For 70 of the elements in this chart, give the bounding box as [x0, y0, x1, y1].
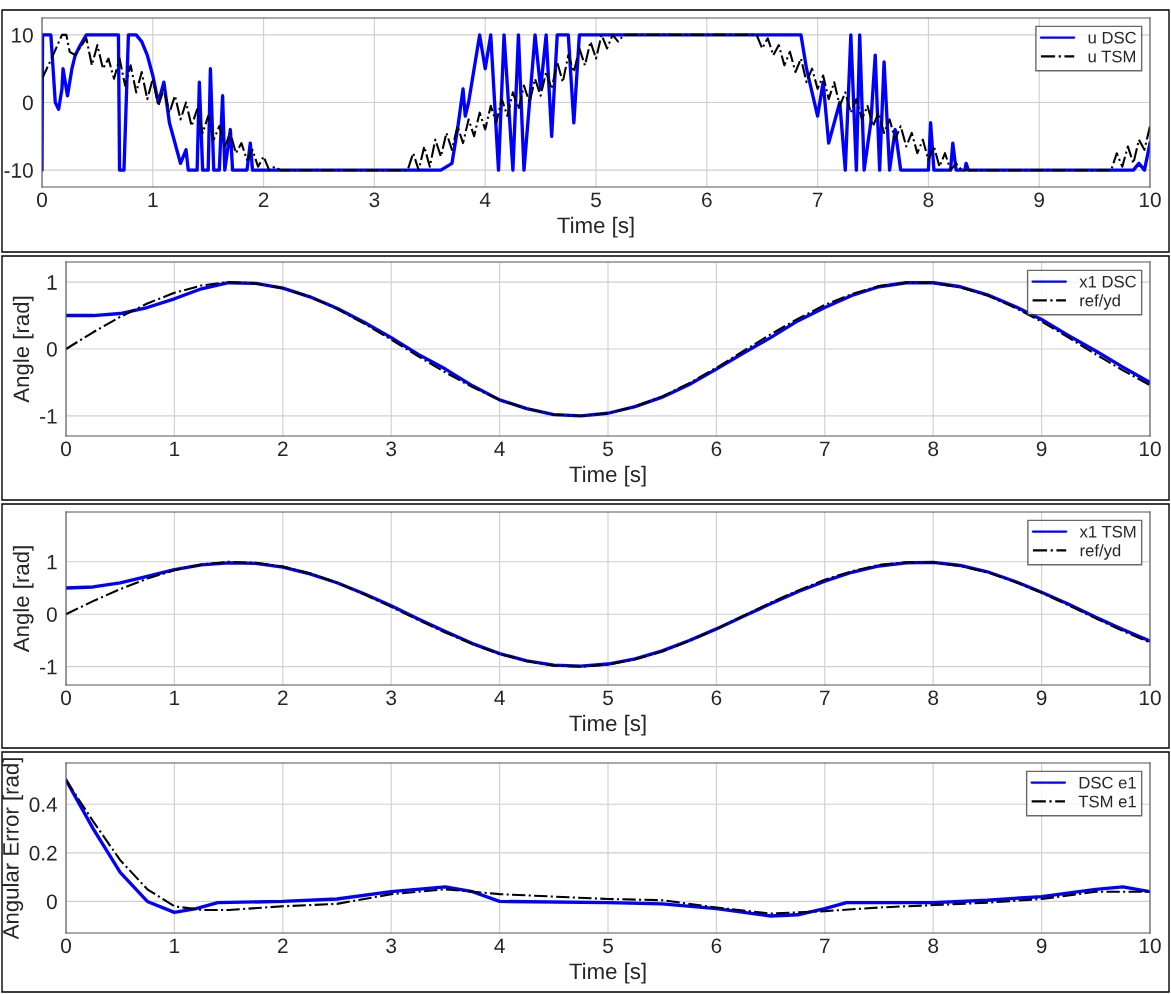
- x-tick-label: 0: [61, 441, 71, 457]
- x-tick-label: 4: [494, 441, 505, 456]
- y-tick-label: 1: [47, 555, 57, 570]
- x-tick-label: 5: [603, 690, 613, 706]
- legend-label: TSM e1: [1078, 795, 1136, 808]
- x-tick-label: 7: [820, 441, 830, 456]
- x-tick-label: 1: [170, 441, 180, 456]
- x-tick-label: 8: [928, 938, 939, 954]
- x-tick-label: 7: [812, 192, 823, 207]
- x-tick-label: 9: [1034, 192, 1045, 208]
- x-tick-label: 8: [923, 192, 934, 208]
- x-tick-label: 5: [603, 938, 613, 954]
- x-tick-label: 10: [1140, 938, 1161, 954]
- x-tick-label: 6: [711, 441, 722, 457]
- y-tick-label: -10: [4, 163, 33, 178]
- legend-label: ref/yd: [1080, 294, 1120, 310]
- x-tick-label: 9: [1036, 441, 1047, 457]
- legend-label: u TSM: [1088, 50, 1135, 63]
- x-tick-label: 5: [603, 441, 613, 457]
- x-tick-label: 4: [494, 938, 505, 953]
- y-axis-title: Angle [rad]: [12, 296, 34, 403]
- x-tick-label: 9: [1036, 690, 1047, 706]
- x-tick-label: 5: [591, 192, 601, 208]
- x-tick-label: 2: [258, 192, 269, 207]
- y-tick-label: 10: [12, 27, 33, 43]
- y-tick-label: 0: [22, 95, 33, 111]
- x-tick-label: 2: [278, 441, 288, 456]
- x-tick-label: 3: [369, 192, 380, 208]
- x-tick-label: 2: [278, 938, 288, 953]
- legend-label: u DSC: [1088, 31, 1137, 44]
- x-tick-label: 4: [479, 192, 491, 207]
- x-axis-title: Time [s]: [557, 216, 634, 238]
- legend-label: x1 DSC: [1079, 275, 1137, 288]
- x-tick-label: 9: [1036, 938, 1047, 954]
- x-tick-label: 1: [170, 938, 180, 953]
- x-tick-label: 7: [820, 938, 830, 953]
- x-tick-label: 10: [1140, 192, 1161, 208]
- y-tick-label: 0: [46, 894, 57, 910]
- x-tick-label: 3: [386, 690, 397, 706]
- x-tick-label: 10: [1140, 690, 1161, 706]
- y-axis-title: Angular Error [rad]: [2, 758, 24, 940]
- x-tick-label: 1: [170, 690, 180, 705]
- x-tick-label: 6: [711, 938, 722, 954]
- x-tick-label: 6: [711, 690, 722, 706]
- x-tick-label: 8: [928, 441, 939, 457]
- x-tick-label: 7: [820, 690, 830, 705]
- x-tick-label: 6: [702, 192, 712, 208]
- x-tick-label: 3: [386, 441, 397, 457]
- legend-label: ref/yd: [1080, 544, 1121, 560]
- y-tick-label: 0.2: [29, 845, 57, 861]
- y-tick-label: -1: [40, 409, 57, 424]
- x-tick-label: 1: [148, 192, 158, 207]
- x-tick-label: 0: [61, 938, 71, 954]
- x-tick-label: 4: [494, 690, 505, 705]
- x-tick-label: 8: [928, 690, 939, 706]
- y-tick-label: -1: [40, 659, 57, 675]
- legend-label: DSC e1: [1079, 776, 1136, 789]
- x-tick-label: 10: [1140, 441, 1161, 457]
- x-axis-title: Time [s]: [569, 465, 646, 487]
- y-tick-label: 0: [46, 607, 57, 622]
- x-axis-title: Time [s]: [569, 962, 646, 984]
- y-axis-title: Angle [rad]: [12, 546, 34, 653]
- x-axis-title: Time [s]: [569, 714, 646, 736]
- x-tick-label: 3: [386, 938, 397, 954]
- legend-label: x1 TSM: [1079, 525, 1136, 538]
- y-tick-label: 0: [46, 342, 57, 357]
- x-tick-label: 2: [278, 690, 288, 705]
- y-tick-label: 1: [47, 275, 57, 290]
- y-tick-label: 0.4: [29, 797, 58, 813]
- x-tick-label: 0: [61, 690, 71, 706]
